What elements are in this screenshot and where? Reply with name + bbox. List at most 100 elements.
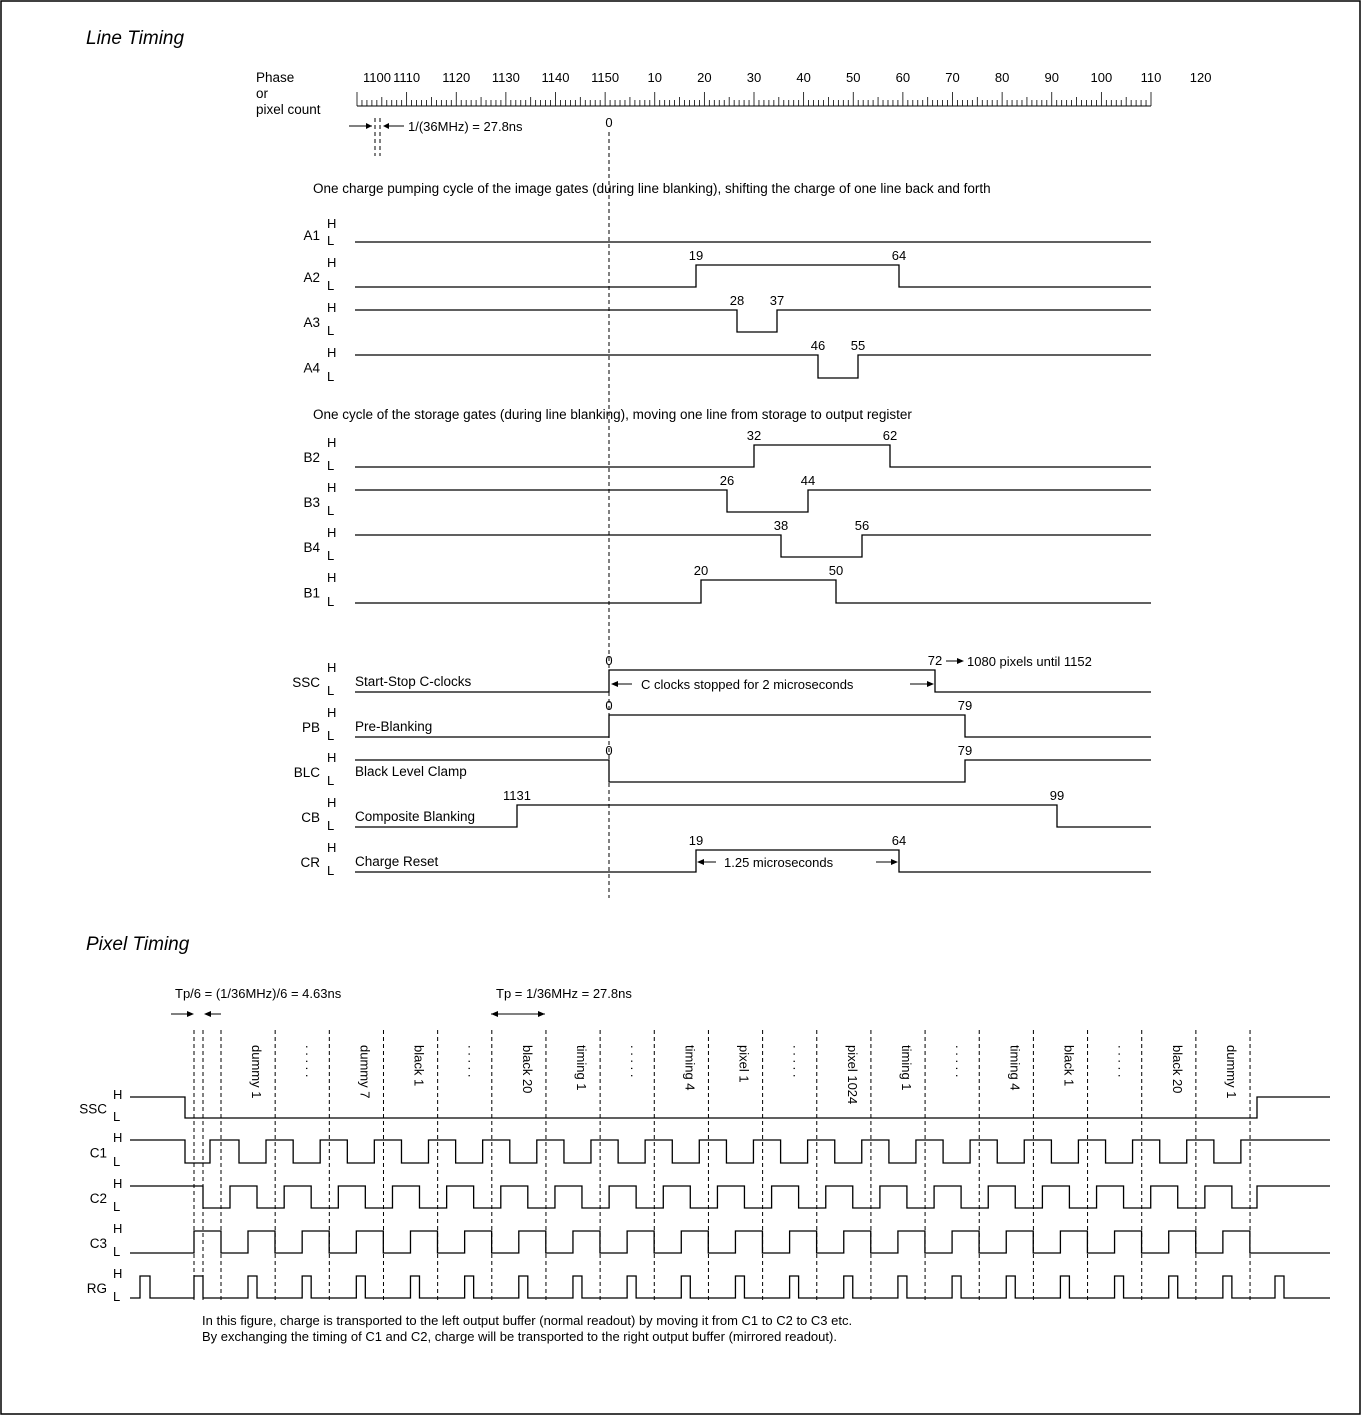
ruler-label: 80 xyxy=(995,70,1009,85)
ruler-label: 1130 xyxy=(492,70,520,85)
edge-mark: 37 xyxy=(770,293,784,308)
ruler-label: 60 xyxy=(896,70,910,85)
low-level-label: L xyxy=(327,233,334,248)
signal-blc: BLC HL 0 79 Black Level Clamp xyxy=(294,743,1151,788)
signal-name: CB xyxy=(301,810,320,825)
ruler-label: 1150 xyxy=(591,70,619,85)
edge-mark: 1131 xyxy=(503,788,531,803)
waveform xyxy=(130,1275,1330,1299)
signal-name: A2 xyxy=(303,270,320,285)
pixel-signal-c2: C2 HL xyxy=(90,1176,1330,1214)
slot-label: dummy 1 xyxy=(249,1045,264,1098)
ruler-label: 110 xyxy=(1141,70,1162,85)
edge-mark: 0 xyxy=(605,698,612,713)
pixel-slot-grid: dummy 1 . . . . . dummy 7 black 1 . . . . . b… xyxy=(193,1030,1251,1300)
edge-mark: 38 xyxy=(774,518,788,533)
signal-b3: B3 HL 26 44 xyxy=(303,473,1151,518)
ruler-label: 50 xyxy=(846,70,860,85)
slot-label: black 20 xyxy=(520,1045,535,1093)
edge-mark: 32 xyxy=(747,428,761,443)
high-level-label: H xyxy=(327,795,336,810)
pixel-signal-rg: RG HL xyxy=(87,1266,1330,1304)
slot-label: timing 1 xyxy=(899,1045,914,1091)
slot-label: . . . . . xyxy=(953,1045,968,1078)
edge-mark: 26 xyxy=(720,473,734,488)
phase-or-label: or xyxy=(256,86,269,101)
waveform xyxy=(355,354,1151,379)
high-level-label: H xyxy=(327,570,336,585)
pixel-signal-c3: C3 HL xyxy=(90,1221,1330,1259)
low-level-label: L xyxy=(327,458,334,473)
pixel-timing-title: Pixel Timing xyxy=(86,934,190,955)
edge-mark: 28 xyxy=(730,293,744,308)
slot-label: . . . . . xyxy=(628,1045,643,1078)
waveform xyxy=(130,1096,1330,1119)
slot-label: timing 4 xyxy=(1007,1045,1022,1091)
low-level-label: L xyxy=(113,1244,120,1259)
image-gates-caption: One charge pumping cycle of the image ga… xyxy=(313,181,991,196)
edge-mark: 64 xyxy=(892,248,906,263)
waveform xyxy=(130,1230,1330,1254)
high-level-label: H xyxy=(113,1176,122,1191)
signal-cb: CB HL 1131 99 Composite Blanking xyxy=(301,788,1151,833)
tp6-arrows xyxy=(171,1011,221,1017)
high-level-label: H xyxy=(327,255,336,270)
edge-mark: 19 xyxy=(689,248,703,263)
low-level-label: L xyxy=(327,818,334,833)
signal-name: C2 xyxy=(90,1191,107,1206)
low-level-label: L xyxy=(327,728,334,743)
waveform xyxy=(355,309,1151,333)
signal-description: Black Level Clamp xyxy=(355,764,467,779)
edge-mark: 19 xyxy=(689,833,703,848)
tp-label: Tp = 1/36MHz = 27.8ns xyxy=(496,986,632,1001)
low-level-label: L xyxy=(113,1109,120,1124)
ruler-label: 100 xyxy=(1091,70,1113,85)
signal-a4: A4 HL 46 55 xyxy=(303,338,1151,384)
edge-mark: 20 xyxy=(694,563,708,578)
edge-mark: 50 xyxy=(829,563,843,578)
signal-a3: A3 HL 28 37 xyxy=(303,293,1151,338)
footnote-1: In this figure, charge is transported to… xyxy=(202,1313,852,1328)
signal-description: Pre-Blanking xyxy=(355,719,432,734)
signal-cr: CR HL 19 64 Charge Reset xyxy=(301,833,1151,878)
waveform xyxy=(355,714,1151,738)
waveform xyxy=(355,444,1151,468)
signal-name: B3 xyxy=(303,495,320,510)
signal-b2: B2 HL 32 62 xyxy=(303,428,1151,473)
ruler-label: 10 xyxy=(648,70,662,85)
edge-mark: 79 xyxy=(958,698,972,713)
edge-mark: 99 xyxy=(1050,788,1064,803)
waveform xyxy=(355,669,1151,693)
signal-name: SSC xyxy=(292,675,320,690)
signal-name: PB xyxy=(302,720,320,735)
slot-label: . . . . . xyxy=(466,1045,481,1078)
edge-mark: 55 xyxy=(851,338,865,353)
low-level-label: L xyxy=(113,1154,120,1169)
edge-mark: 62 xyxy=(883,428,897,443)
slot-label: . . . . . xyxy=(1116,1045,1131,1078)
ruler-zero-label: 0 xyxy=(605,115,612,130)
tp-arrows xyxy=(491,1011,545,1017)
signal-name: B4 xyxy=(303,540,320,555)
slot-label: timing 1 xyxy=(574,1045,589,1091)
signal-b4: B4 HL 38 56 xyxy=(303,518,1151,563)
low-level-label: L xyxy=(327,503,334,518)
high-level-label: H xyxy=(113,1221,122,1236)
signal-pb: PB HL 0 79 Pre-Blanking xyxy=(302,698,1151,743)
high-level-label: H xyxy=(327,705,336,720)
signal-description: Composite Blanking xyxy=(355,809,475,824)
signal-name: B2 xyxy=(303,450,320,465)
slot-label: . . . . . xyxy=(791,1045,806,1078)
ssc-note-arrows xyxy=(611,658,964,687)
slot-label: black 1 xyxy=(1061,1045,1076,1086)
high-level-label: H xyxy=(327,525,336,540)
high-level-label: H xyxy=(113,1130,122,1145)
phase-label: Phase xyxy=(256,70,294,85)
edge-mark: 44 xyxy=(801,473,815,488)
low-level-label: L xyxy=(327,548,334,563)
signal-a2: A2 HL 19 64 xyxy=(303,248,1151,293)
edge-mark: 72 xyxy=(928,653,942,668)
